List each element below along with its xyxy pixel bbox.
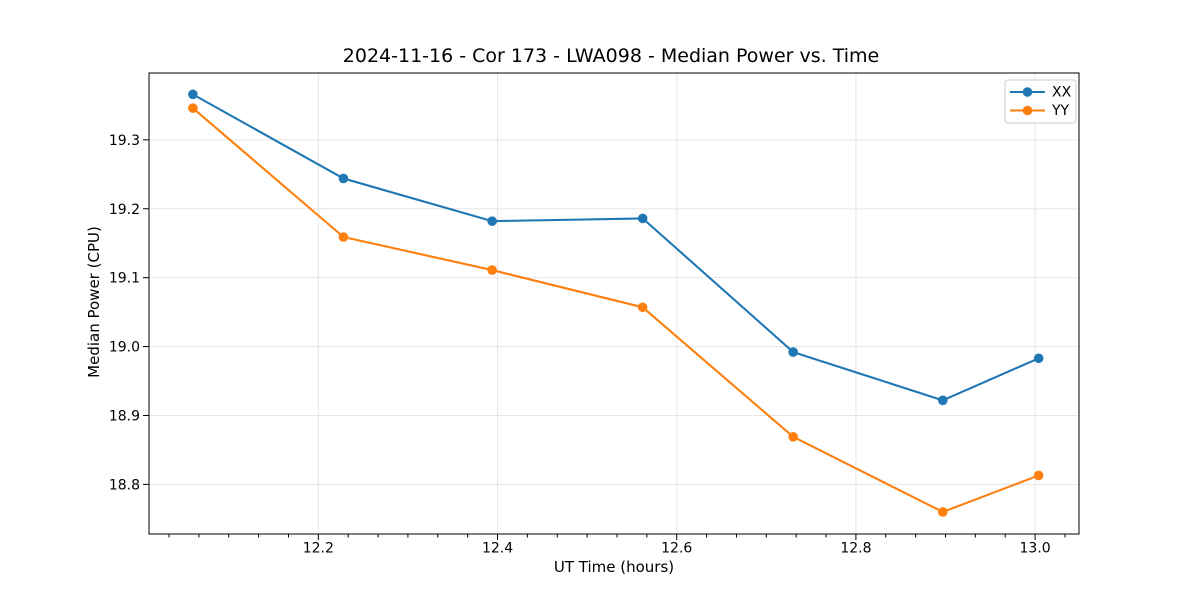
x-tick-label: 12.6 — [661, 541, 692, 557]
x-tick-label: 13.0 — [1020, 541, 1051, 557]
axis-ticks — [143, 139, 1066, 540]
legend: XX YY — [1004, 79, 1077, 124]
data-point-yy — [1033, 470, 1044, 481]
data-point-xx — [637, 213, 648, 224]
data-point-yy — [338, 232, 349, 242]
data-point-yy — [788, 432, 798, 442]
x-tick-label: 12.2 — [303, 541, 334, 557]
y-tick-label: 19.3 — [109, 133, 140, 149]
plot-frame — [148, 72, 1080, 535]
legend-sample-marker-yy — [1022, 105, 1033, 116]
data-point-xx — [938, 395, 948, 406]
gridlines — [149, 73, 1079, 534]
y-tick-label: 19.2 — [109, 202, 140, 218]
legend-label-yy: YY — [1051, 103, 1070, 119]
legend-box — [1004, 79, 1077, 124]
axis-tick-labels: 12.2 12.4 12.6 12.8 13.0 18.8 18.9 19.0 19.1 19.2… — [109, 133, 1051, 557]
data-point-yy — [938, 507, 948, 517]
series-line-yy — [191, 107, 1040, 513]
y-tick-label: 19.1 — [109, 271, 140, 287]
chart-title: 2024-11-16 - Cor 173 - LWA098 - Median P… — [343, 45, 879, 67]
x-axis-label: UT Time (hours) — [554, 558, 674, 576]
data-point-yy — [188, 103, 198, 113]
data-point-yy — [637, 302, 648, 313]
x-tick-label: 12.8 — [840, 541, 871, 557]
y-tick-label: 18.9 — [109, 408, 140, 424]
y-tick-label: 19.0 — [109, 340, 140, 356]
data-point-xx — [338, 173, 349, 184]
y-tick-label: 18.8 — [109, 477, 140, 493]
legend-label-xx: XX — [1052, 85, 1072, 101]
data-point-yy — [487, 265, 497, 275]
data-point-xx — [1033, 353, 1044, 364]
x-tick-label: 12.4 — [482, 541, 513, 557]
data-point-xx — [487, 216, 497, 226]
data-point-xx — [188, 89, 198, 100]
data-point-xx — [788, 347, 798, 357]
legend-sample-marker-xx — [1022, 87, 1033, 97]
y-axis-label: Median Power (CPU) — [85, 226, 103, 378]
data-series — [188, 89, 1044, 517]
